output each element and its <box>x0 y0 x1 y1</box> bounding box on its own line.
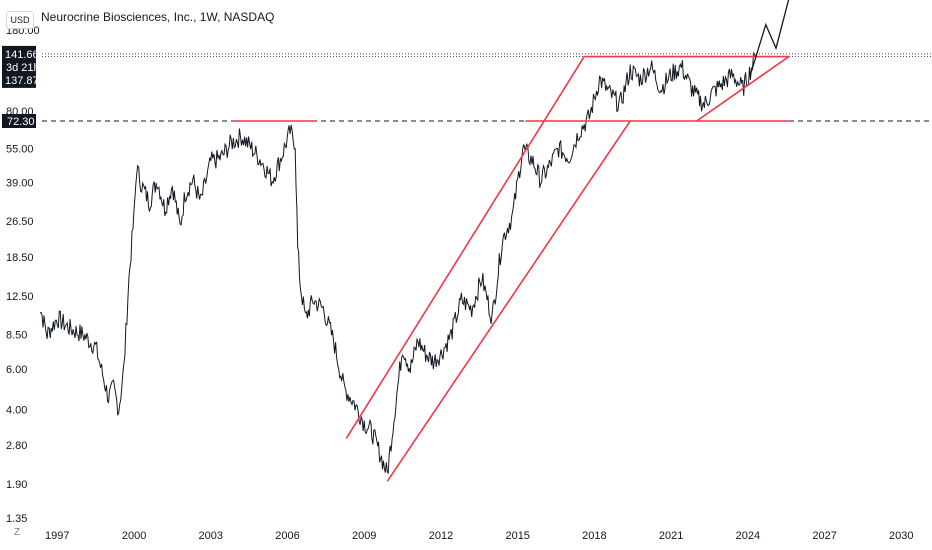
y-tick-label: 8.50 <box>6 330 27 342</box>
y-tick-label: 1.90 <box>6 479 27 491</box>
x-tick-label: 2018 <box>582 530 606 542</box>
y-tick-label: 55.00 <box>6 143 34 155</box>
y-axis-panel <box>0 0 40 550</box>
y-tick-label: 12.50 <box>6 291 34 303</box>
y-tick-label: 6.00 <box>6 364 27 376</box>
chart-title: Neurocrine Biosciences, Inc., 1W, NASDAQ <box>41 10 274 24</box>
projection-arrow-line[interactable] <box>749 0 796 75</box>
x-tick-label: 2009 <box>352 530 376 542</box>
channel-upper-line[interactable] <box>345 56 585 439</box>
price-series <box>36 51 756 475</box>
y-tick-label: 39.00 <box>6 178 34 190</box>
triangle-lower-line[interactable] <box>696 55 790 122</box>
y-tick-label: 4.00 <box>6 405 27 417</box>
horizontal-level-badge <box>2 114 36 128</box>
x-tick-label: 2027 <box>812 530 836 542</box>
y-tick-label: 18.50 <box>6 252 34 264</box>
price-line <box>36 51 756 475</box>
x-tick-label: 2012 <box>429 530 453 542</box>
currency-button[interactable]: USD <box>6 11 34 29</box>
x-tick-label: 2024 <box>736 530 760 542</box>
x-tick-label: 2021 <box>659 530 683 542</box>
x-tick-label: 2000 <box>122 530 146 542</box>
bar-countdown-label: 3d 21h <box>6 62 40 74</box>
x-axis[interactable]: 1997 2000 2003 2006 2009 2012 2015 2018 2021 2024… <box>45 530 913 542</box>
y-tick-label: 1.35 <box>6 513 27 525</box>
price-level-label: 137.87 <box>5 75 39 87</box>
x-tick-label: 2030 <box>889 530 913 542</box>
x-tick-label: 2006 <box>275 530 299 542</box>
channel-lower-line[interactable] <box>386 120 631 482</box>
x-tick-label: 2015 <box>505 530 529 542</box>
scale-toggle-button[interactable]: Z <box>14 527 21 538</box>
horizontal-level-label: 72.30 <box>7 116 35 128</box>
x-tick-label: 1997 <box>45 530 69 542</box>
y-tick-label: 2.80 <box>6 440 27 452</box>
annotation-drawings[interactable] <box>233 0 799 482</box>
price-badge-group <box>2 45 36 88</box>
x-tick-label: 2003 <box>199 530 223 542</box>
current-price-label: 141.66 <box>5 49 39 61</box>
y-tick-label: 26.50 <box>6 216 34 228</box>
